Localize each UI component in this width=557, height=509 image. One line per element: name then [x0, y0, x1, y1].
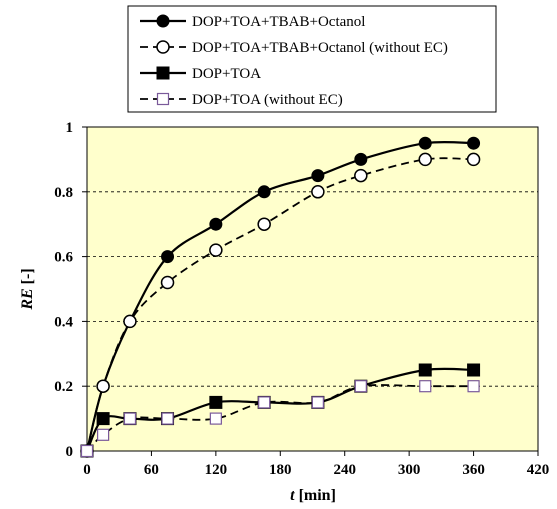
- legend-marker: [156, 14, 170, 28]
- legend-label: DOP+TOA+TBAB+Octanol: [192, 14, 365, 30]
- legend-label: DOP+TOA (without EC): [192, 92, 343, 108]
- data-point: [467, 136, 481, 150]
- y-tick-label: 0: [66, 444, 74, 460]
- data-point: [209, 217, 223, 231]
- data-point: [354, 168, 368, 183]
- data-point: [418, 136, 432, 150]
- series-layer: [80, 136, 481, 458]
- data-point: [123, 314, 137, 329]
- data-point: [96, 412, 110, 426]
- x-tick-label: 180: [269, 462, 292, 478]
- legend-entry: DOP+TOA (without EC): [140, 92, 343, 108]
- data-point: [97, 428, 110, 441]
- y-tick-label: 1: [66, 120, 74, 136]
- x-tick-label: 360: [462, 462, 485, 478]
- data-point: [418, 152, 432, 167]
- data-point: [354, 380, 367, 393]
- series-line: [86, 384, 474, 452]
- data-point: [311, 169, 325, 183]
- legend-marker: [156, 66, 170, 80]
- x-tick-label: 0: [83, 462, 91, 478]
- x-tick-label: 420: [527, 462, 550, 478]
- y-tick-label: 0.4: [54, 314, 73, 330]
- x-tick-label: 300: [398, 462, 421, 478]
- data-point: [354, 152, 368, 166]
- data-point: [123, 412, 137, 425]
- data-point: [160, 275, 175, 290]
- data-point: [466, 152, 481, 167]
- legend-label: DOP+TOA: [192, 66, 261, 82]
- legend-label: DOP+TOA+TBAB+Octanol (without EC): [192, 40, 448, 56]
- data-point: [467, 380, 480, 393]
- data-point: [257, 217, 271, 231]
- data-point: [161, 412, 174, 425]
- legend: DOP+TOA+TBAB+Octanol DOP+TOA+TBAB+Octanol…: [127, 5, 497, 113]
- x-tick-label: 120: [205, 462, 228, 478]
- y-tick-label: 0.2: [54, 379, 73, 395]
- data-point: [257, 185, 271, 199]
- tick-labels: 0 0.2 0.4 0.6 0.8 1 0 60 120 180 240 300 360 420: [54, 120, 549, 478]
- data-point: [258, 396, 271, 409]
- data-point: [419, 380, 432, 393]
- series-dop-toa-tbab-octanol-without-ec: [80, 152, 481, 458]
- data-point: [418, 363, 432, 377]
- series-line: [85, 367, 474, 452]
- legend-entry: DOP+TOA: [140, 66, 261, 82]
- series-line: [86, 157, 474, 452]
- y-tick-label: 0.8: [54, 185, 73, 201]
- series-dop-toa-without-ec: [80, 380, 480, 458]
- data-point: [96, 379, 110, 393]
- legend-frame: [127, 5, 497, 113]
- legend-marker: [156, 40, 170, 54]
- data-point: [80, 444, 94, 458]
- x-tick-label: 60: [144, 462, 159, 478]
- data-point: [209, 412, 222, 425]
- data-point: [311, 396, 324, 409]
- data-point: [311, 185, 325, 199]
- data-point: [209, 395, 223, 409]
- legend-marker: [156, 92, 170, 106]
- y-tick-label: 0.6: [54, 250, 73, 266]
- y-axis-title: RE [-]: [19, 268, 36, 310]
- data-point: [209, 243, 223, 257]
- legend-entry: DOP+TOA+TBAB+Octanol (without EC): [140, 40, 448, 56]
- x-axis-title: t [min]: [290, 487, 336, 504]
- x-tick-label: 240: [333, 462, 356, 478]
- data-point: [467, 363, 481, 377]
- legend-entry: DOP+TOA+TBAB+Octanol: [140, 14, 365, 30]
- data-point: [161, 250, 175, 264]
